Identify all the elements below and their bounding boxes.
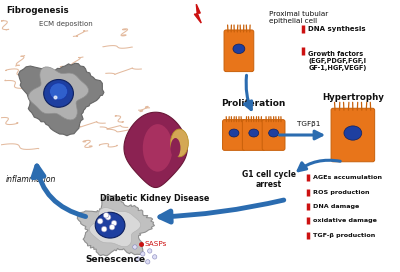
Text: TGF-β production: TGF-β production xyxy=(313,233,376,237)
FancyBboxPatch shape xyxy=(331,108,375,162)
Text: inflammation: inflammation xyxy=(6,175,56,184)
Ellipse shape xyxy=(344,126,362,140)
Circle shape xyxy=(146,260,150,264)
Ellipse shape xyxy=(249,129,259,137)
Text: Proximal tubular
epithelial cell: Proximal tubular epithelial cell xyxy=(269,11,328,24)
Circle shape xyxy=(103,212,109,218)
Text: Senescence: Senescence xyxy=(85,255,145,264)
Polygon shape xyxy=(28,67,88,120)
Ellipse shape xyxy=(170,129,188,157)
Text: AGEs accumulation: AGEs accumulation xyxy=(313,175,382,180)
Ellipse shape xyxy=(44,79,74,107)
Circle shape xyxy=(101,226,107,232)
Text: G1 cell cycle
arrest: G1 cell cycle arrest xyxy=(242,170,296,189)
Circle shape xyxy=(98,218,103,224)
Polygon shape xyxy=(124,112,187,187)
Ellipse shape xyxy=(269,129,278,137)
Ellipse shape xyxy=(170,138,180,158)
FancyBboxPatch shape xyxy=(262,120,285,150)
Ellipse shape xyxy=(233,44,245,54)
Ellipse shape xyxy=(50,83,68,100)
Circle shape xyxy=(141,252,145,256)
Polygon shape xyxy=(76,194,154,256)
Text: Growth factors
(EGF,PDGF,FGF,I
GF-1,HGF,VEGF): Growth factors (EGF,PDGF,FGF,I GF-1,HGF,… xyxy=(308,51,366,71)
Ellipse shape xyxy=(229,129,239,137)
Text: SASPs: SASPs xyxy=(145,241,167,247)
Text: ECM deposition: ECM deposition xyxy=(39,21,92,27)
FancyBboxPatch shape xyxy=(222,120,245,150)
FancyBboxPatch shape xyxy=(242,120,265,150)
Polygon shape xyxy=(194,4,201,23)
Text: DNA synthesis: DNA synthesis xyxy=(308,26,366,32)
Text: oxidative damage: oxidative damage xyxy=(313,218,377,223)
Text: Diabetic Kidney Disease: Diabetic Kidney Disease xyxy=(100,194,209,203)
Ellipse shape xyxy=(143,124,172,172)
Circle shape xyxy=(133,245,137,249)
Circle shape xyxy=(109,224,115,230)
Circle shape xyxy=(148,249,152,253)
FancyBboxPatch shape xyxy=(224,30,254,72)
Polygon shape xyxy=(18,63,104,136)
Circle shape xyxy=(136,257,140,261)
Polygon shape xyxy=(90,208,141,247)
Circle shape xyxy=(105,215,111,220)
Circle shape xyxy=(111,220,117,226)
Ellipse shape xyxy=(95,212,125,238)
Text: Hypertrophy: Hypertrophy xyxy=(322,93,384,102)
Text: TGFβ1: TGFβ1 xyxy=(296,121,320,127)
Text: DNA damage: DNA damage xyxy=(313,204,360,209)
Text: Proliferation: Proliferation xyxy=(222,99,286,108)
Text: Fibrogenesis: Fibrogenesis xyxy=(6,6,69,15)
Circle shape xyxy=(152,255,157,259)
Text: ROS production: ROS production xyxy=(313,190,370,195)
